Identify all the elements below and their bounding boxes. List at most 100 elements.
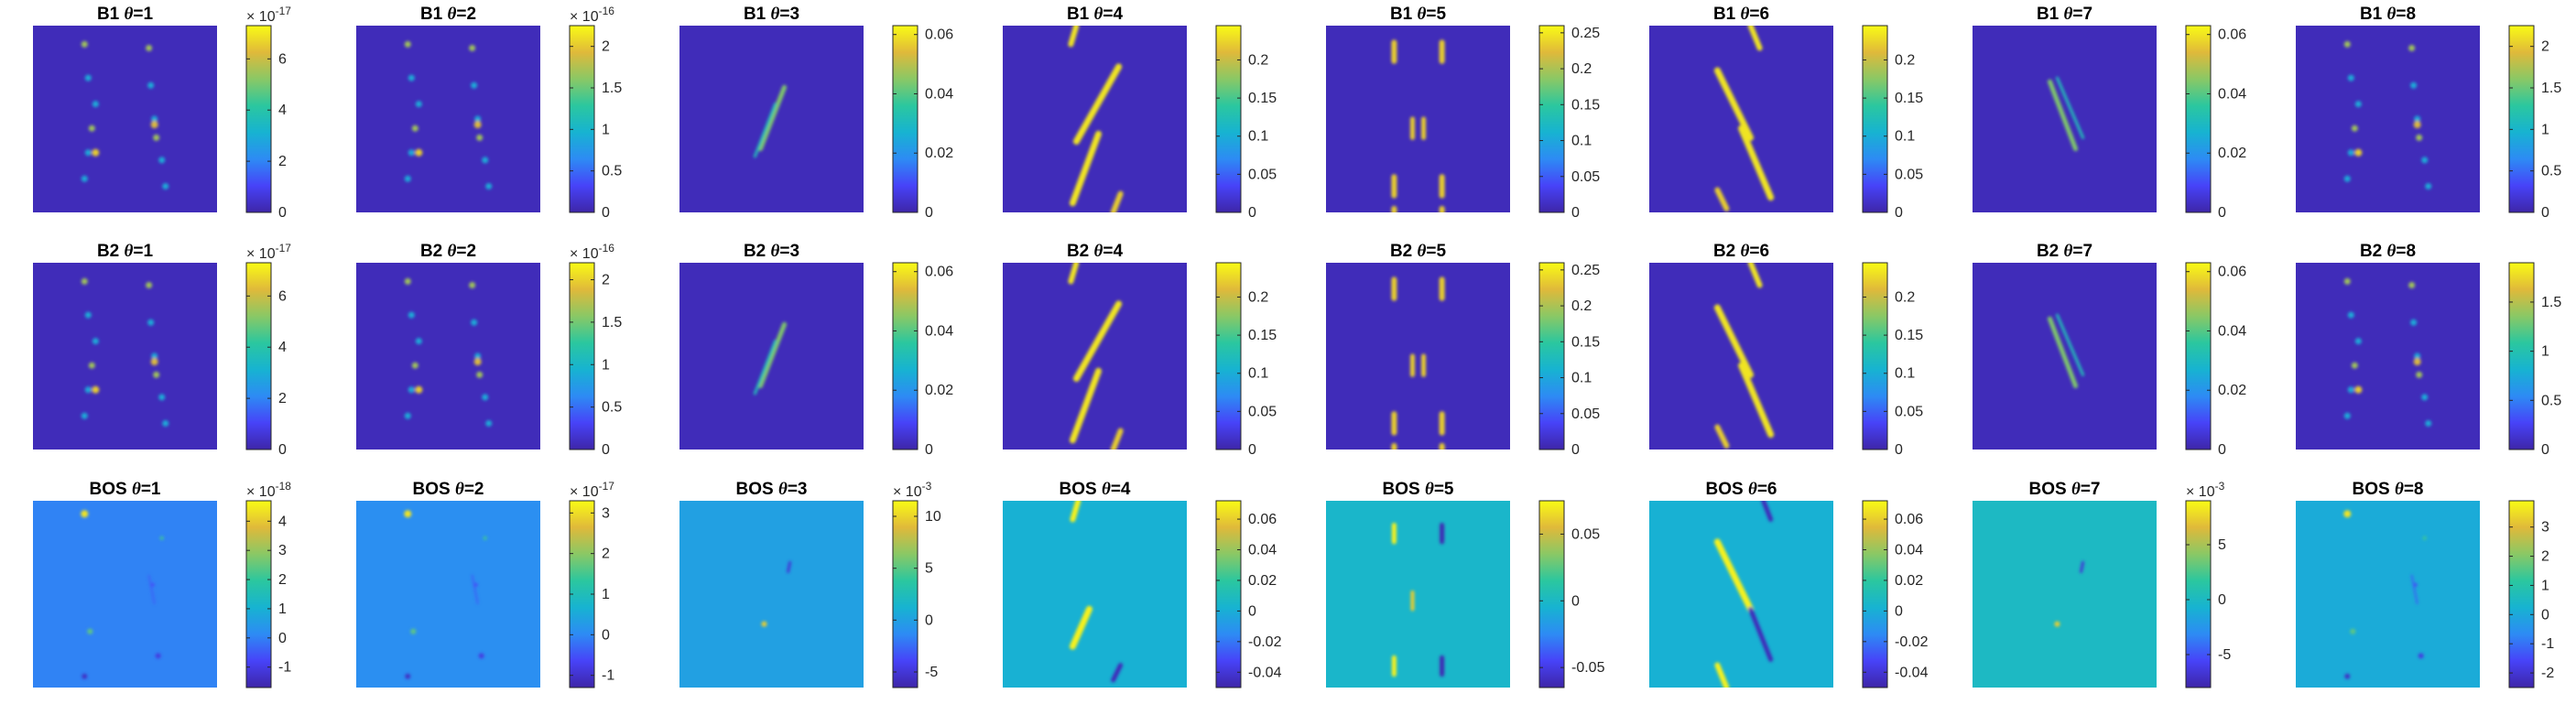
- panel-B1-theta-1: B1 θ=1 0 2 4 6 × 10-17: [33, 5, 291, 221]
- colorbar: [2185, 25, 2212, 213]
- heatmap-features: [404, 40, 493, 190]
- colorbar-tick-label: 0: [1571, 205, 1580, 221]
- panel-B1-theta-6: B1 θ=6 0 0.05 0.1 0.15 0.2: [1649, 5, 1923, 221]
- panel-title: B1 θ=1: [97, 5, 154, 24]
- colorbar-tick-label: 0.06: [1248, 512, 1277, 527]
- colorbar-tick-label: 2: [602, 39, 610, 55]
- heatmap-streak: [1069, 367, 1103, 444]
- panel-title: B1 θ=3: [744, 5, 799, 24]
- colorbar-tick-label: 0.5: [602, 164, 622, 179]
- colorbar-tick-label: 0.15: [1571, 97, 1600, 113]
- heatmap-streak: [1738, 125, 1775, 201]
- heatmap-spot: [415, 148, 423, 157]
- colorbar-tick-label: 0.06: [2218, 27, 2246, 43]
- heatmap-streak: [1713, 538, 1755, 612]
- title-theta: θ: [1418, 5, 1427, 24]
- heatmap-spot: [92, 385, 100, 394]
- heatmap-spot: [410, 628, 417, 634]
- heatmap-spot: [2351, 125, 2358, 132]
- panel-B1-theta-2: B1 θ=2 0 0.5 1 1.5 2 × 10-16: [356, 5, 622, 221]
- panel-B2-theta-5: B2 θ=5 0 0.05 0.1 0.15 0.2 0.25: [1326, 242, 1600, 458]
- panel-BOS-theta-6: BOS θ=6 -0.04 -0.02 0 0.02 0.04 0.06: [1649, 480, 1929, 688]
- heatmap-features: [1391, 39, 1445, 212]
- panel-title: B2 θ=1: [97, 242, 154, 261]
- colorbar-tick-label: 0.1: [1895, 129, 1915, 145]
- colorbar-tick-label: 0.02: [2218, 383, 2246, 398]
- panel-BOS-theta-4: BOS θ=4 -0.04 -0.02 0 0.02 0.04 0.06: [1003, 480, 1282, 688]
- title-prefix: B1: [2037, 5, 2064, 24]
- title-theta: θ: [2071, 480, 2081, 499]
- colorbar: [569, 25, 595, 213]
- panel-BOS-theta-5: BOS θ=5 -0.05 0 0.05: [1326, 480, 1605, 688]
- colorbar-tick-label: 0.1: [1571, 371, 1592, 386]
- heatmap-spot: [2425, 182, 2432, 190]
- heatmap-streak: [1747, 263, 1763, 288]
- colorbar-tick-label: 0.04: [925, 86, 953, 102]
- heatmap-streak: [2080, 560, 2085, 574]
- panel-B1-theta-8: B1 θ=8 0 0.5 1 1.5 2: [2296, 5, 2561, 221]
- heatmap-spot: [2347, 149, 2354, 157]
- panel-B1-theta-4: B1 θ=4 0 0.05 0.1 0.15 0.2: [1003, 5, 1277, 221]
- title-prefix: BOS: [2353, 480, 2395, 499]
- heatmap-spot: [473, 358, 482, 366]
- colorbar-tick-label: 1.5: [2541, 295, 2561, 310]
- colorbar: [245, 500, 272, 688]
- heatmap-spot: [476, 134, 484, 141]
- heatmap-background: [1326, 501, 1510, 688]
- colorbar-tick-label: 0: [925, 442, 933, 458]
- heatmap-spot: [81, 510, 89, 518]
- heatmap-spot: [2413, 358, 2421, 366]
- title-theta: θ: [125, 242, 134, 261]
- title-index: =1: [133, 5, 153, 24]
- title-index: =5: [1426, 5, 1446, 24]
- colorbar-tick-label: 1: [2541, 344, 2549, 360]
- colorbar-tick-label: 2: [278, 154, 287, 169]
- heatmap-spot: [2414, 115, 2421, 123]
- heatmap-spot: [88, 362, 95, 369]
- colorbar-tick-label: 4: [278, 514, 287, 529]
- heatmap-spot: [159, 536, 164, 540]
- title-theta: θ: [2387, 242, 2397, 261]
- heatmap-background: [2296, 263, 2480, 450]
- title-index: =1: [141, 480, 161, 499]
- heatmap-background: [33, 501, 217, 688]
- colorbar-tick-label: 0.2: [1895, 52, 1915, 68]
- heatmap-streak: [1068, 26, 1080, 48]
- colorbar-tick-label: 1: [2541, 122, 2549, 137]
- colorbar-tick-label: 0.04: [925, 323, 953, 339]
- heatmap-spot: [2350, 628, 2356, 634]
- heatmap-spot: [2354, 338, 2362, 345]
- panel-title: BOS θ=3: [736, 480, 808, 499]
- colorbar-tick-label: 0.05: [1895, 404, 1923, 419]
- colorbar: [2508, 262, 2535, 450]
- heatmap-background: [1003, 263, 1187, 450]
- title-prefix: B2: [97, 242, 125, 261]
- heatmap-spot: [150, 358, 158, 366]
- heatmap-spot: [153, 371, 160, 378]
- colorbar-tick-label: 0.05: [1571, 406, 1600, 422]
- heatmap-background: [1003, 501, 1187, 688]
- title-prefix: B1: [97, 5, 125, 24]
- colorbar-tick-label: 0: [1248, 205, 1256, 221]
- colorbar-tick-label: 4: [278, 103, 287, 118]
- colorbar-tick-label: 2: [278, 391, 287, 406]
- colorbar-tick-label: 0.2: [1248, 289, 1268, 305]
- colorbar: [2508, 25, 2535, 213]
- title-prefix: BOS: [90, 480, 132, 499]
- panel-title: BOS θ=4: [1060, 480, 1131, 499]
- heatmap-streak: [1713, 304, 1755, 378]
- panel-B2-theta-4: B2 θ=4 0 0.05 0.1 0.15 0.2: [1003, 242, 1277, 458]
- heatmap-streak: [1111, 663, 1124, 683]
- heatmap-spot: [147, 319, 155, 326]
- colorbar-tick-label: 1.5: [602, 81, 622, 96]
- panel-title: B2 θ=3: [744, 242, 799, 261]
- heatmap-spot: [147, 81, 155, 89]
- heatmap-features: [1713, 501, 1774, 688]
- colorbar-tick-label: 0.1: [1248, 129, 1268, 145]
- title-prefix: BOS: [1706, 480, 1748, 499]
- title-index: =2: [456, 5, 476, 24]
- heatmap-background: [356, 26, 540, 212]
- colorbar-tick-label: 1: [2541, 578, 2549, 593]
- heatmap-spot: [474, 115, 482, 123]
- colorbar-tick-label: 5: [2218, 537, 2226, 553]
